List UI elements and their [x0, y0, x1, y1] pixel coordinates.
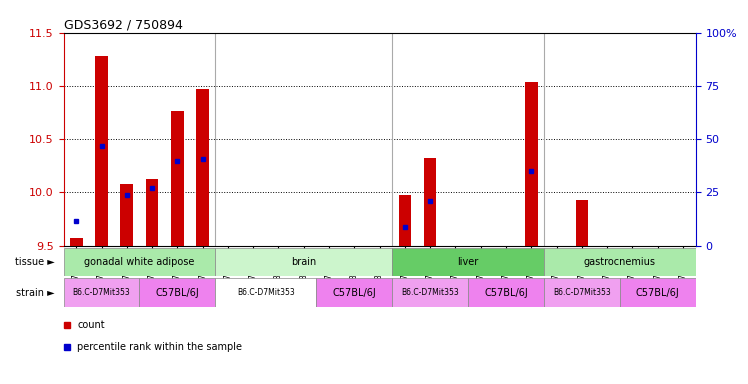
- Bar: [196, 89, 209, 246]
- Bar: [544, 278, 620, 307]
- Text: C57BL/6J: C57BL/6J: [332, 288, 376, 298]
- Bar: [64, 278, 139, 307]
- Text: C57BL/6J: C57BL/6J: [636, 288, 680, 298]
- Bar: [215, 278, 316, 307]
- Bar: [399, 195, 411, 246]
- Bar: [620, 278, 696, 307]
- Text: liver: liver: [458, 257, 479, 267]
- Text: B6.C-D7Mit353: B6.C-D7Mit353: [237, 288, 295, 297]
- Bar: [468, 278, 544, 307]
- Bar: [392, 278, 468, 307]
- Bar: [120, 184, 133, 246]
- Text: B6.C-D7Mit353: B6.C-D7Mit353: [401, 288, 459, 297]
- Bar: [544, 248, 696, 276]
- Bar: [215, 248, 392, 276]
- Bar: [316, 278, 392, 307]
- Bar: [525, 82, 538, 246]
- Bar: [64, 248, 215, 276]
- Bar: [392, 248, 544, 276]
- Text: B6.C-D7Mit353: B6.C-D7Mit353: [73, 288, 130, 297]
- Text: C57BL/6J: C57BL/6J: [484, 288, 528, 298]
- Text: gonadal white adipose: gonadal white adipose: [85, 257, 194, 267]
- Bar: [139, 278, 215, 307]
- Text: B6.C-D7Mit353: B6.C-D7Mit353: [553, 288, 611, 297]
- Bar: [95, 56, 108, 246]
- Text: tissue ►: tissue ►: [15, 257, 55, 267]
- Text: C57BL/6J: C57BL/6J: [156, 288, 199, 298]
- Bar: [70, 238, 82, 246]
- Bar: [575, 200, 588, 246]
- Bar: [171, 111, 184, 246]
- Text: percentile rank within the sample: percentile rank within the sample: [78, 341, 242, 352]
- Text: strain ►: strain ►: [16, 288, 55, 298]
- Text: gastrocnemius: gastrocnemius: [583, 257, 656, 267]
- Bar: [146, 179, 159, 246]
- Text: GDS3692 / 750894: GDS3692 / 750894: [64, 18, 183, 31]
- Text: count: count: [78, 320, 105, 331]
- Bar: [424, 158, 437, 246]
- Text: brain: brain: [291, 257, 316, 267]
